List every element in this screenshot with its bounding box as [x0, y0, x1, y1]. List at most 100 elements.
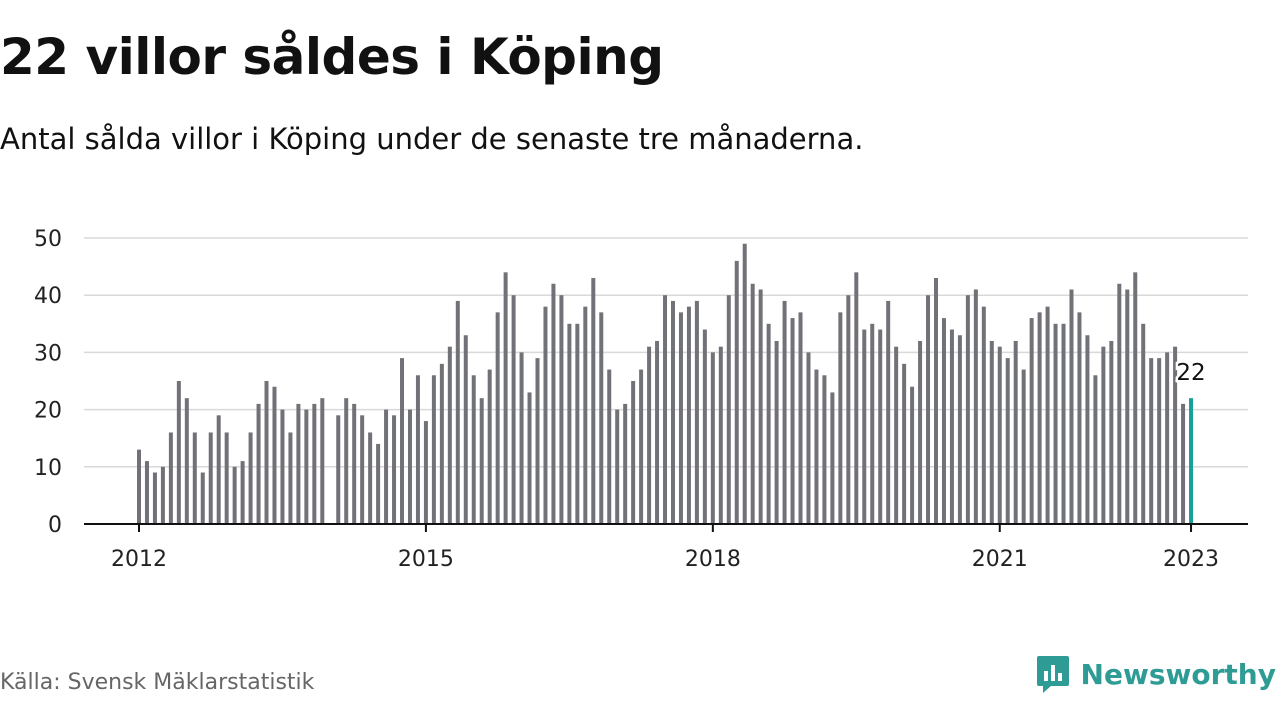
- bar: [981, 306, 986, 524]
- bar: [631, 381, 636, 524]
- bar: [790, 318, 795, 524]
- bar: [934, 278, 938, 524]
- bar: [336, 415, 341, 524]
- chart-title: 22 villor såldes i Köping: [0, 28, 664, 86]
- bar: [1141, 323, 1146, 524]
- bar: [862, 329, 867, 524]
- bar: [176, 381, 181, 524]
- bar: [1085, 335, 1090, 524]
- y-tick-label: 40: [34, 284, 62, 309]
- bar: [280, 409, 285, 524]
- source-note: Källa: Svensk Mäklarstatistik: [0, 670, 315, 695]
- bars: [137, 243, 1194, 524]
- bar: [1125, 289, 1130, 524]
- bar: [886, 300, 891, 524]
- bar: [152, 472, 157, 524]
- bar: [392, 415, 397, 524]
- bar: [320, 398, 325, 524]
- bar: [710, 352, 715, 524]
- bar: [575, 323, 580, 524]
- bar: [240, 461, 245, 524]
- y-tick-label: 30: [34, 341, 62, 366]
- bar: [511, 295, 516, 524]
- bar: [431, 375, 436, 524]
- bar: [296, 403, 301, 524]
- bar: [1181, 403, 1186, 524]
- bar: [1173, 346, 1178, 524]
- bar: [160, 466, 165, 524]
- bar: [694, 300, 699, 524]
- bar: [926, 295, 931, 524]
- bar: [224, 432, 229, 524]
- bar: [822, 375, 827, 524]
- highlight-bar: [1189, 398, 1194, 524]
- bar: [487, 369, 492, 524]
- bar: [384, 409, 389, 524]
- bar: [639, 369, 644, 524]
- bar: [686, 306, 691, 524]
- bar: [830, 392, 835, 524]
- bar: [535, 358, 540, 524]
- bar: [208, 432, 213, 524]
- bar: [918, 340, 923, 524]
- bar: [1157, 358, 1162, 524]
- bar: [503, 272, 508, 524]
- chart-subtitle: Antal sålda villor i Köping under de sen…: [0, 122, 864, 156]
- bar: [1149, 358, 1154, 524]
- bar: [376, 443, 381, 524]
- bar: [559, 295, 564, 524]
- bar: [1133, 272, 1138, 524]
- bar-chart: 0 10 20 30 40 50 2012 2015 2018 2021 2023 22: [34, 227, 1248, 572]
- bar: [734, 260, 739, 524]
- bar: [248, 432, 253, 524]
- bar: [415, 375, 420, 524]
- bar: [997, 346, 1002, 524]
- bar: [878, 329, 883, 524]
- bar: [1053, 323, 1058, 524]
- bar: [965, 295, 970, 524]
- newsworthy-logo-icon: [1036, 656, 1069, 693]
- bar: [854, 272, 859, 524]
- bar: [750, 283, 755, 524]
- bar: [647, 346, 652, 524]
- bar: [758, 289, 763, 524]
- bar: [846, 295, 851, 524]
- bar: [1093, 375, 1098, 524]
- bar: [368, 432, 373, 524]
- bar: [400, 358, 405, 524]
- bar: [949, 329, 954, 524]
- y-tick-label: 50: [34, 227, 62, 252]
- bar: [678, 312, 683, 524]
- bar: [663, 295, 668, 524]
- bar: [455, 300, 460, 524]
- bar: [623, 403, 628, 524]
- bar: [591, 278, 596, 524]
- newsworthy-logo: Newsworthy: [1035, 654, 1276, 694]
- bar: [1005, 358, 1010, 524]
- bar: [304, 409, 309, 524]
- bar: [360, 415, 365, 524]
- bar: [607, 369, 612, 524]
- bar: [941, 318, 946, 524]
- bar: [1077, 312, 1082, 524]
- bar: [447, 346, 452, 524]
- bar: [838, 312, 843, 524]
- bar: [1013, 340, 1018, 524]
- x-axis-ticks: 2012 2015 2018 2021 2023: [111, 524, 1219, 572]
- x-tick-label: 2018: [685, 547, 741, 572]
- bar: [1037, 312, 1042, 524]
- y-axis-ticks: 0 10 20 30 40 50: [34, 227, 62, 538]
- bar: [439, 363, 444, 524]
- y-tick-label: 20: [34, 399, 62, 424]
- bar: [1101, 346, 1106, 524]
- bar: [407, 409, 412, 524]
- bar: [192, 432, 197, 524]
- bar: [288, 432, 293, 524]
- bar: [256, 403, 261, 524]
- annotations: 22: [1174, 358, 1208, 389]
- bar: [910, 386, 915, 524]
- bar: [615, 409, 620, 524]
- bar: [583, 306, 588, 524]
- bar: [870, 323, 875, 524]
- bar: [726, 295, 731, 524]
